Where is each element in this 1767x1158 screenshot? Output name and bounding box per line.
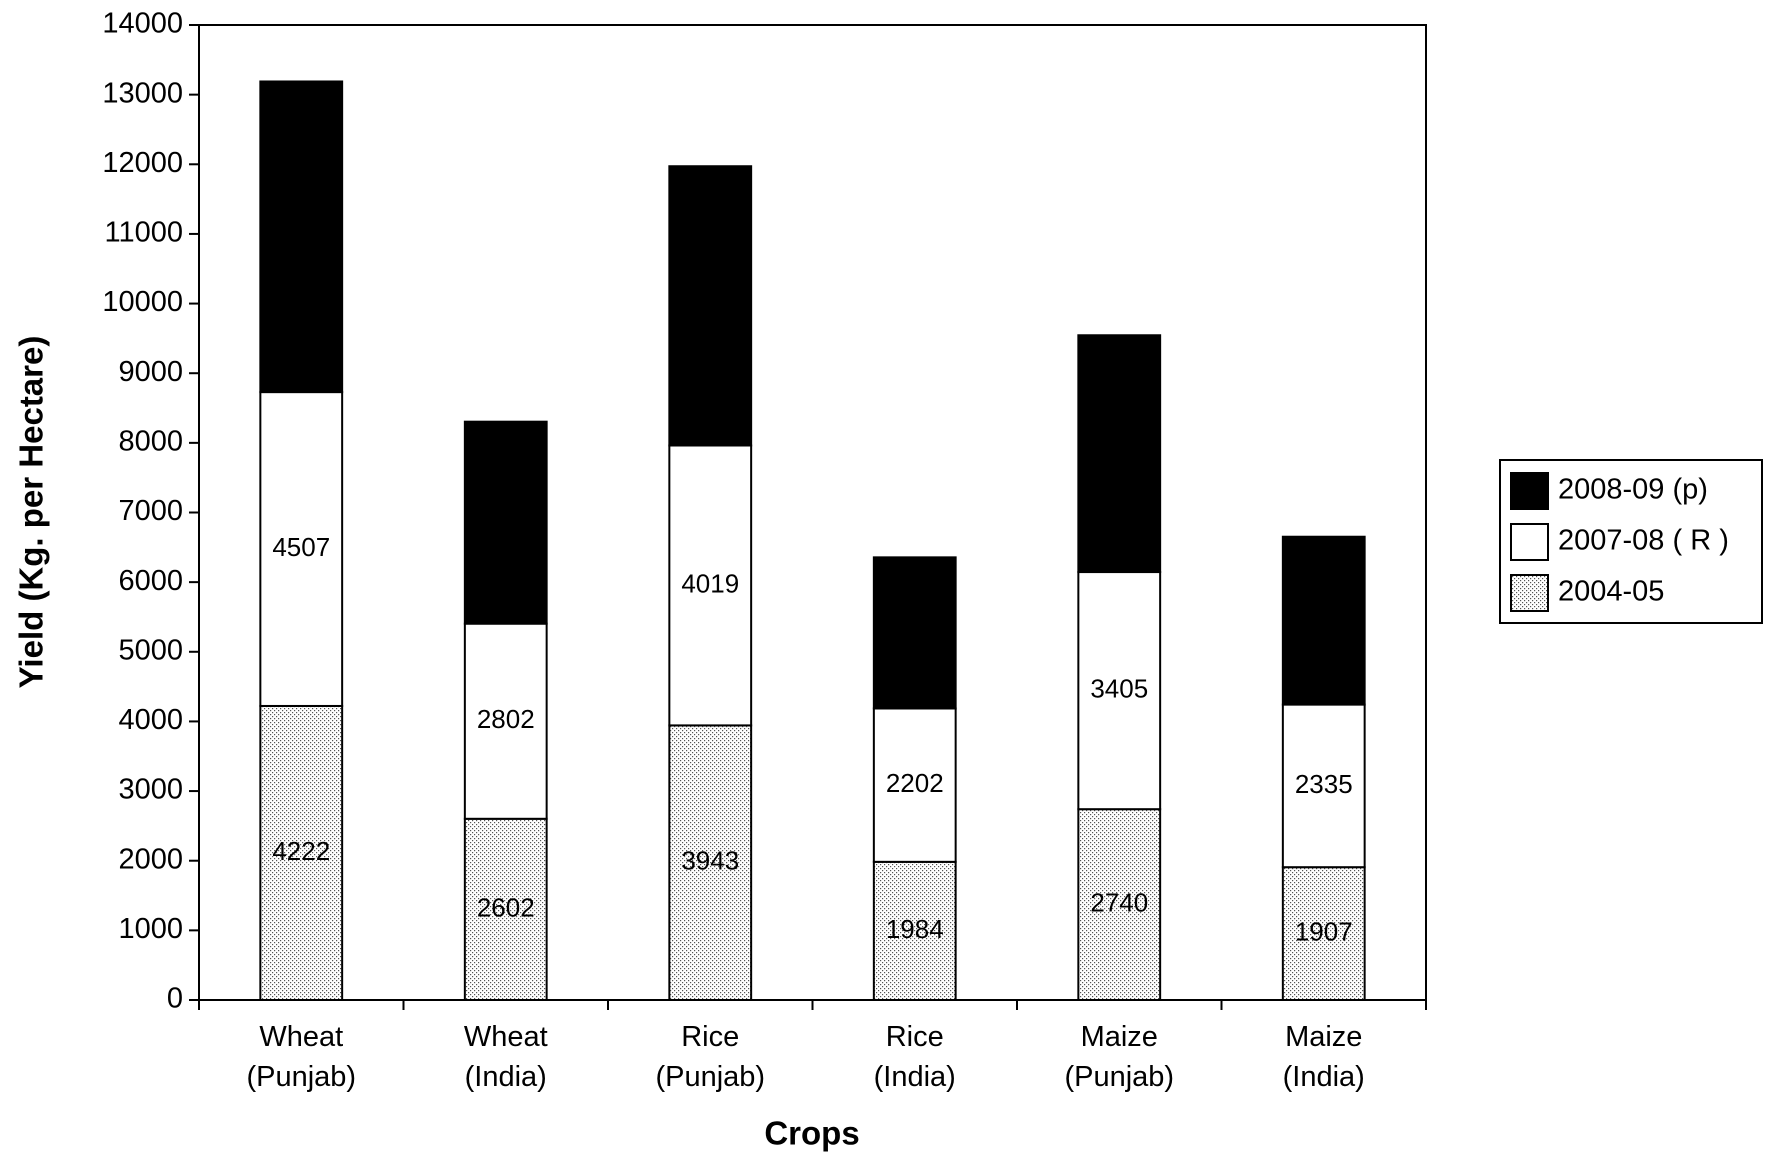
x-tick-label: Maize (Punjab) — [1064, 1021, 1174, 1093]
bar-segment — [1281, 866, 1366, 1002]
y-tick-label: 13000 — [102, 77, 183, 109]
y-tick-label: 4000 — [118, 704, 183, 736]
bar-segment — [1077, 808, 1162, 1002]
y-tick-label: 6000 — [118, 565, 183, 597]
y-tick-label: 7000 — [118, 495, 183, 527]
x-tick-label-line: (Punjab) — [655, 1061, 765, 1093]
y-tick-label: 5000 — [118, 634, 183, 666]
legend-label: 2004-05 — [1558, 576, 1664, 608]
bar-segment — [1077, 334, 1162, 574]
legend-label: 2007-08 ( R ) — [1558, 525, 1729, 557]
x-tick-label: Maize (India) — [1283, 1021, 1365, 1093]
bar-segment — [668, 444, 753, 727]
data-label: 3405 — [1090, 673, 1148, 703]
legend-swatch — [1510, 574, 1549, 612]
legend-label: 2008-09 (p) — [1558, 474, 1708, 506]
x-tick-label-line: (India) — [1283, 1061, 1365, 1093]
data-label: 4019 — [681, 568, 739, 598]
y-tick-label: 14000 — [102, 8, 183, 40]
data-label: 2740 — [1090, 887, 1148, 917]
y-axis-title: Yield (Kg. per Hectare) — [13, 336, 50, 689]
bar-segment — [872, 860, 957, 1001]
bar-segment — [463, 420, 548, 625]
x-tick-label-line: (India) — [465, 1061, 547, 1093]
plot-frame — [198, 24, 1427, 1001]
data-label: 3943 — [681, 846, 739, 876]
bar-segment — [1281, 703, 1366, 869]
bar-segment — [259, 391, 344, 707]
x-tick-label-line: Wheat — [464, 1021, 548, 1053]
data-label: 2335 — [1295, 769, 1353, 799]
x-axis-title: Crops — [764, 1115, 859, 1152]
data-label: 4507 — [272, 532, 330, 562]
x-tick-label: Wheat (India) — [464, 1021, 548, 1093]
bar-segment — [463, 817, 548, 1002]
x-tick-label-line: Maize — [1081, 1021, 1158, 1053]
y-tick-label: 2000 — [118, 843, 183, 875]
bar-segment — [872, 556, 957, 710]
x-tick-label-line: Wheat — [259, 1021, 343, 1053]
y-tick-label: 1000 — [118, 913, 183, 945]
data-label: 4222 — [272, 836, 330, 866]
data-label: 2602 — [477, 892, 535, 922]
bar-segment — [668, 165, 753, 447]
y-tick-label: 11000 — [105, 217, 184, 249]
x-tick-label: Rice (India) — [874, 1021, 956, 1093]
bar-segment — [259, 80, 344, 394]
y-tick-label: 3000 — [118, 774, 183, 806]
x-tick-label-line: (Punjab) — [1064, 1061, 1174, 1093]
x-tick-label-line: Maize — [1285, 1021, 1362, 1053]
data-label: 2202 — [886, 768, 944, 798]
x-tick-label-line: (Punjab) — [246, 1061, 356, 1093]
bar-segment — [1281, 535, 1366, 706]
data-label: 1907 — [1295, 916, 1353, 946]
data-label: 1984 — [886, 914, 944, 944]
y-tick-label: 10000 — [102, 286, 183, 318]
x-tick-label-line: Rice — [681, 1021, 739, 1053]
x-tick-label: Rice (Punjab) — [655, 1021, 765, 1093]
y-tick-label: 0 — [167, 983, 183, 1015]
y-tick-label: 8000 — [118, 426, 183, 458]
legend-swatch — [1510, 472, 1549, 510]
y-tick-label: 12000 — [102, 147, 183, 179]
legend-swatch — [1510, 523, 1549, 561]
data-label: 2802 — [477, 704, 535, 734]
x-tick-label: Wheat (Punjab) — [246, 1021, 356, 1093]
y-tick-label: 9000 — [118, 356, 183, 388]
bar-segment — [259, 704, 344, 1001]
x-tick-label-line: Rice — [886, 1021, 944, 1053]
bar-segment — [668, 724, 753, 1001]
x-tick-label-line: (India) — [874, 1061, 956, 1093]
